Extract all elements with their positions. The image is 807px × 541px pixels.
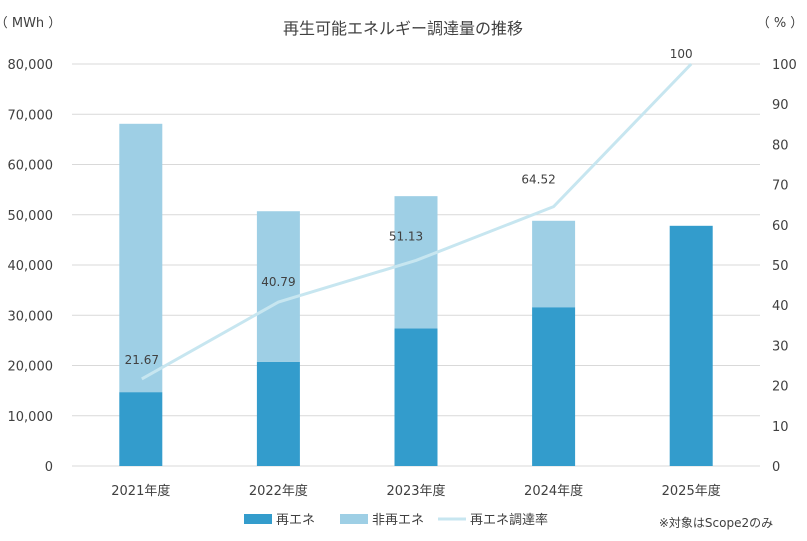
rate-data-label: 40.79 bbox=[261, 275, 295, 289]
bar-non-renewable bbox=[256, 211, 300, 362]
right-tick-label: 80 bbox=[772, 138, 789, 153]
rate-data-label: 100 bbox=[670, 47, 693, 61]
left-tick-label: 40,000 bbox=[8, 259, 54, 274]
left-axis-unit: （ MWh ） bbox=[0, 16, 61, 31]
bar-non-renewable bbox=[394, 196, 438, 329]
legend-label: 再エネ調達率 bbox=[470, 512, 548, 528]
x-tick-label: 2021年度 bbox=[111, 483, 170, 499]
bar-renewable bbox=[119, 392, 163, 466]
right-tick-label: 60 bbox=[772, 219, 789, 234]
right-axis-unit: （ % ） bbox=[757, 16, 804, 31]
scope-note: ※対象はScope2のみ bbox=[659, 516, 773, 530]
left-tick-label: 50,000 bbox=[8, 209, 54, 224]
rate-data-label: 21.67 bbox=[125, 353, 159, 367]
right-tick-label: 0 bbox=[772, 460, 780, 475]
bars bbox=[119, 123, 713, 466]
rate-line-path bbox=[141, 62, 693, 381]
bar-renewable bbox=[532, 307, 576, 466]
x-tick-label: 2025年度 bbox=[662, 483, 721, 499]
right-tick-label: 40 bbox=[772, 299, 789, 314]
legend: 再エネ 非再エネ 再エネ調達率 bbox=[244, 512, 548, 528]
right-tick-label: 20 bbox=[772, 380, 789, 395]
legend-swatch bbox=[340, 514, 368, 524]
right-tick-label: 90 bbox=[772, 98, 789, 113]
x-axis-ticks: 2021年度 2022年度 2023年度 2024年度 2025年度 bbox=[111, 483, 720, 499]
x-tick-label: 2023年度 bbox=[386, 483, 445, 499]
left-tick-label: 10,000 bbox=[8, 410, 54, 425]
x-tick-label: 2022年度 bbox=[249, 483, 308, 499]
left-tick-label: 60,000 bbox=[8, 159, 54, 174]
legend-swatch bbox=[244, 514, 272, 524]
left-tick-label: 70,000 bbox=[8, 108, 54, 123]
bar-renewable bbox=[669, 225, 713, 466]
right-tick-label: 30 bbox=[772, 339, 789, 354]
data-labels: 21.67 40.79 51.13 64.52 100 bbox=[125, 47, 693, 367]
bar-non-renewable bbox=[532, 220, 576, 308]
right-axis-ticks: 0 10 20 30 40 50 60 70 80 90 100 bbox=[772, 58, 797, 475]
right-tick-label: 10 bbox=[772, 420, 789, 435]
legend-label: 再エネ bbox=[276, 513, 315, 528]
x-tick-label: 2024年度 bbox=[524, 483, 583, 499]
bar-renewable bbox=[394, 328, 438, 466]
bar-non-renewable bbox=[119, 123, 163, 393]
left-tick-label: 80,000 bbox=[8, 58, 54, 73]
right-tick-label: 100 bbox=[772, 58, 797, 73]
right-tick-label: 50 bbox=[772, 259, 789, 274]
left-axis-ticks: 0 10,000 20,000 30,000 40,000 50,000 60,000 70,… bbox=[8, 58, 54, 475]
left-tick-label: 20,000 bbox=[8, 360, 54, 375]
rate-line bbox=[141, 62, 693, 381]
rate-data-label: 51.13 bbox=[389, 229, 423, 243]
rate-data-label: 64.52 bbox=[521, 173, 555, 187]
left-tick-label: 0 bbox=[45, 460, 53, 475]
bar-renewable bbox=[256, 361, 300, 466]
chart-title: 再生可能エネルギー調達量の推移 bbox=[283, 19, 523, 38]
left-tick-label: 30,000 bbox=[8, 309, 54, 324]
right-tick-label: 70 bbox=[772, 179, 789, 194]
legend-label: 非再エネ bbox=[372, 513, 424, 528]
